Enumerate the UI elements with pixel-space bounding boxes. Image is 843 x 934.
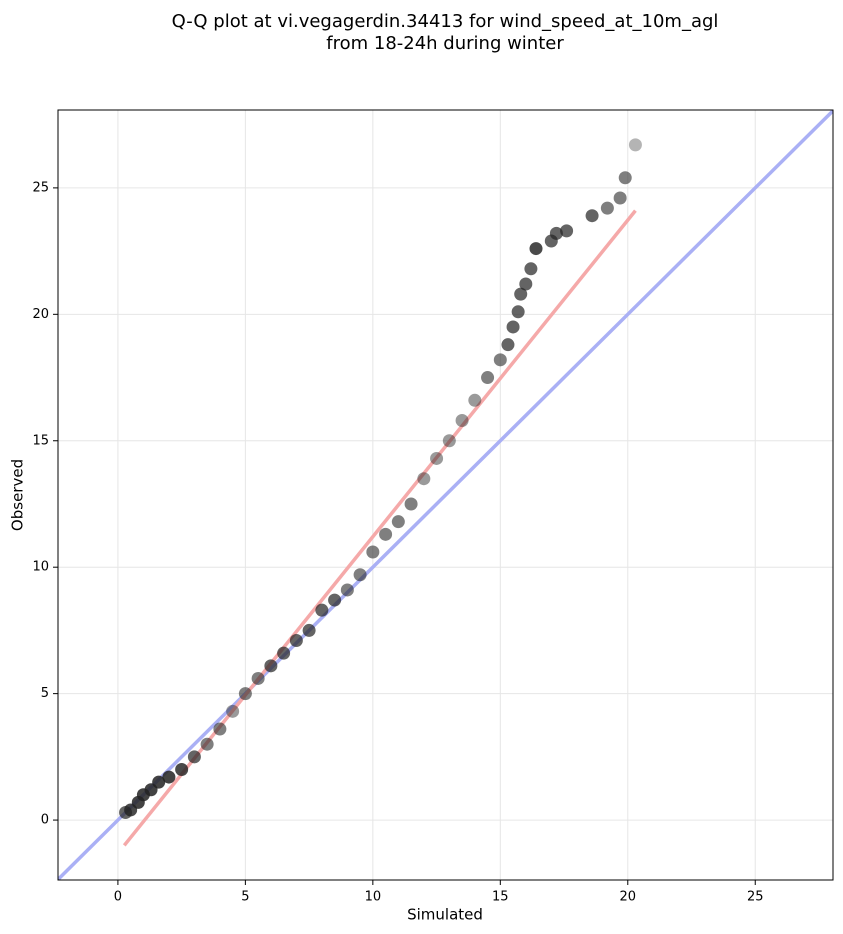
plot-area bbox=[58, 110, 833, 880]
data-point bbox=[264, 659, 278, 673]
data-point bbox=[442, 434, 456, 448]
data-point bbox=[468, 393, 482, 407]
data-point bbox=[519, 277, 533, 291]
data-point bbox=[238, 687, 252, 701]
data-point bbox=[353, 568, 367, 582]
data-point bbox=[417, 472, 431, 486]
y-tick-label: 25 bbox=[32, 180, 49, 195]
data-point bbox=[340, 583, 354, 597]
data-point bbox=[200, 737, 214, 751]
data-point bbox=[315, 603, 329, 617]
data-point bbox=[514, 287, 528, 301]
x-axis-label: Simulated bbox=[407, 906, 483, 924]
data-point bbox=[404, 497, 418, 511]
data-point bbox=[585, 209, 599, 223]
data-point bbox=[549, 226, 563, 240]
data-point bbox=[613, 191, 627, 205]
x-tick-label: 25 bbox=[747, 890, 764, 905]
x-tick-label: 20 bbox=[620, 890, 637, 905]
y-tick-label: 5 bbox=[41, 686, 49, 701]
data-point bbox=[187, 750, 201, 764]
data-point bbox=[430, 451, 444, 465]
data-point bbox=[391, 515, 405, 529]
plot-frame bbox=[57, 109, 834, 881]
data-point bbox=[501, 338, 515, 352]
data-point bbox=[277, 646, 291, 660]
x-tick-label: 5 bbox=[241, 890, 249, 905]
data-point bbox=[366, 545, 380, 559]
reference-line bbox=[58, 110, 833, 880]
reference-line bbox=[122, 209, 637, 847]
x-tick-label: 0 bbox=[114, 890, 122, 905]
data-point bbox=[175, 762, 189, 776]
y-tick-label: 0 bbox=[41, 813, 49, 828]
data-point bbox=[618, 171, 632, 185]
data-point bbox=[302, 623, 316, 637]
data-point bbox=[481, 371, 495, 385]
data-point bbox=[455, 414, 469, 428]
data-point bbox=[152, 775, 166, 789]
y-axis-label: Observed bbox=[9, 459, 27, 531]
data-point bbox=[506, 320, 520, 334]
x-tick-label: 15 bbox=[492, 890, 509, 905]
data-point bbox=[162, 770, 176, 784]
data-point bbox=[600, 201, 614, 215]
data-point bbox=[628, 138, 642, 152]
data-point bbox=[524, 262, 538, 276]
y-tick-label: 20 bbox=[32, 307, 49, 322]
data-point bbox=[213, 722, 227, 736]
y-tick-label: 15 bbox=[32, 433, 49, 448]
data-point bbox=[251, 671, 265, 685]
data-point bbox=[529, 242, 543, 256]
data-point bbox=[328, 593, 342, 607]
chart-title: from 18-24h during winter bbox=[326, 33, 564, 54]
chart-title: Q-Q plot at vi.vegagerdin.34413 for wind… bbox=[172, 11, 719, 32]
data-point bbox=[511, 305, 525, 319]
y-tick-label: 10 bbox=[32, 560, 49, 575]
data-point bbox=[560, 224, 574, 238]
data-point bbox=[226, 704, 240, 718]
data-point bbox=[289, 634, 303, 648]
x-tick-label: 10 bbox=[365, 890, 382, 905]
data-point bbox=[379, 527, 393, 541]
data-point bbox=[493, 353, 507, 367]
